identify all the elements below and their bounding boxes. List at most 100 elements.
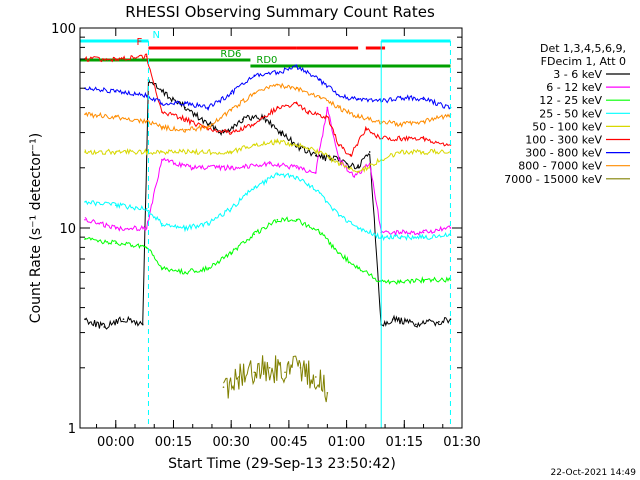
series-5-point-8 [276,106,279,109]
series-1-point-5 [230,166,232,169]
series-2-point-7 [253,233,256,236]
series-0-point-19 [391,318,394,320]
series-2-point-4 [184,271,186,274]
series-0-point-9 [241,118,244,120]
series-6-point-2 [145,94,148,97]
series-4-point-10 [338,162,340,165]
series-2-point-14 [399,280,402,283]
x-tick-label-2: 00:30 [212,435,249,450]
series-1-point-8 [315,171,317,174]
series-1-point-14 [399,231,402,234]
series-6-point-9 [295,65,298,68]
series-0-point-20 [415,323,417,326]
series-4-point-2 [145,151,148,153]
series-0-point-7 [207,123,209,126]
series-5-point-13 [349,154,352,157]
series-1-point-1 [114,227,117,229]
y-tick-label-0: 1 [68,422,76,437]
series-7 [84,82,452,133]
series-0-point-22 [449,318,452,320]
series-1-point-2 [145,227,148,229]
series-1 [84,106,452,237]
series-5-point-4 [184,118,186,120]
series-line-4 [84,138,451,173]
series-2-point-1 [114,242,117,244]
series-5-point-11 [326,115,329,118]
series-0-point-1 [103,326,106,328]
series-4 [84,138,452,174]
series-4-point-8 [295,144,298,146]
series-7-point-2 [145,120,148,123]
x-tick-label-4: 01:00 [328,435,365,450]
series-3 [84,172,452,242]
flag-label-rd6: RD6 [220,49,241,60]
chart-title: RHESSI Observing Summary Count Rates [125,3,435,21]
series-3-point-3 [161,222,163,225]
legend-header-0: Det 1,3,4,5,6,9, [540,42,626,55]
series-7-point-11 [338,106,340,109]
series-4-point-13 [399,151,402,153]
series-5-point-7 [253,123,256,126]
x-tick-label-0: 00:00 [97,435,134,450]
series-7-point-14 [399,123,402,126]
series-5-point-5 [207,128,209,131]
series-6-point-8 [276,71,279,74]
series-5-point-6 [230,131,232,134]
y-tick-label-1: 10 [59,222,76,237]
x-tick-label-3: 00:45 [270,435,307,450]
series-5-point-9 [295,102,298,105]
series-5-point-1 [114,58,117,60]
series-3-point-15 [422,236,425,238]
series-8-point-4 [284,371,286,374]
series-6-point-1 [114,90,117,93]
series-7-point-5 [207,126,209,128]
series-4-point-4 [191,151,194,153]
series-8-point-6 [315,376,317,378]
series-5-point-3 [161,111,163,113]
flag-label-f: F [136,37,142,48]
series-6-point-5 [207,106,209,109]
series-3-point-9 [295,176,298,178]
series-6-point-3 [161,102,163,105]
series-5-point-10 [307,111,309,113]
series-line-3 [84,172,451,242]
series-5-point-14 [365,128,367,131]
series-0-point-12 [299,147,302,150]
series-line-5 [84,53,451,158]
legend-label-3: 25 - 50 keV [539,107,602,120]
legend: Det 1,3,4,5,6,9,FDecim 1, Att 03 - 6 keV… [504,42,630,186]
flag-label-n: N [152,30,159,41]
series-0-point-8 [222,131,225,134]
series-3-point-10 [318,191,321,194]
x-axis-label: Start Time (29-Sep-13 23:50:42) [168,456,396,472]
series-line-7 [84,82,451,133]
series-0-point-6 [184,106,186,109]
series-line-0 [84,78,451,330]
series-8-point-1 [238,376,240,378]
series-5 [84,53,452,158]
y-tick-label-2: 100 [51,22,76,37]
legend-label-1: 6 - 12 keV [546,81,602,94]
legend-label-0: 3 - 6 keV [553,68,602,81]
series-1-point-3 [161,158,163,161]
plot-frame [79,27,463,429]
flag-bars: NF RD0 RD6 [80,30,451,68]
series-4-point-0 [84,151,86,153]
series-1-point-16 [449,227,452,229]
y-axis-label: Count Rate (s⁻¹ detector⁻¹) [28,133,44,323]
series-2-point-12 [357,267,359,269]
series-7-point-8 [276,83,279,86]
series-6-point-4 [184,102,186,105]
terminator-lines [147,41,451,428]
series-4-point-14 [422,151,425,153]
series-7-point-9 [295,87,298,90]
series-3-point-5 [207,222,209,225]
series-1-point-7 [295,166,298,169]
series-2-point-3 [161,267,163,269]
series-1-point-4 [191,166,194,169]
legend-label-8: 7000 - 15000 keV [504,173,602,186]
series-7-point-0 [84,113,86,116]
series-4-point-11 [357,171,359,174]
series-5-point-12 [338,144,340,146]
series-8-point-0 [222,386,225,388]
